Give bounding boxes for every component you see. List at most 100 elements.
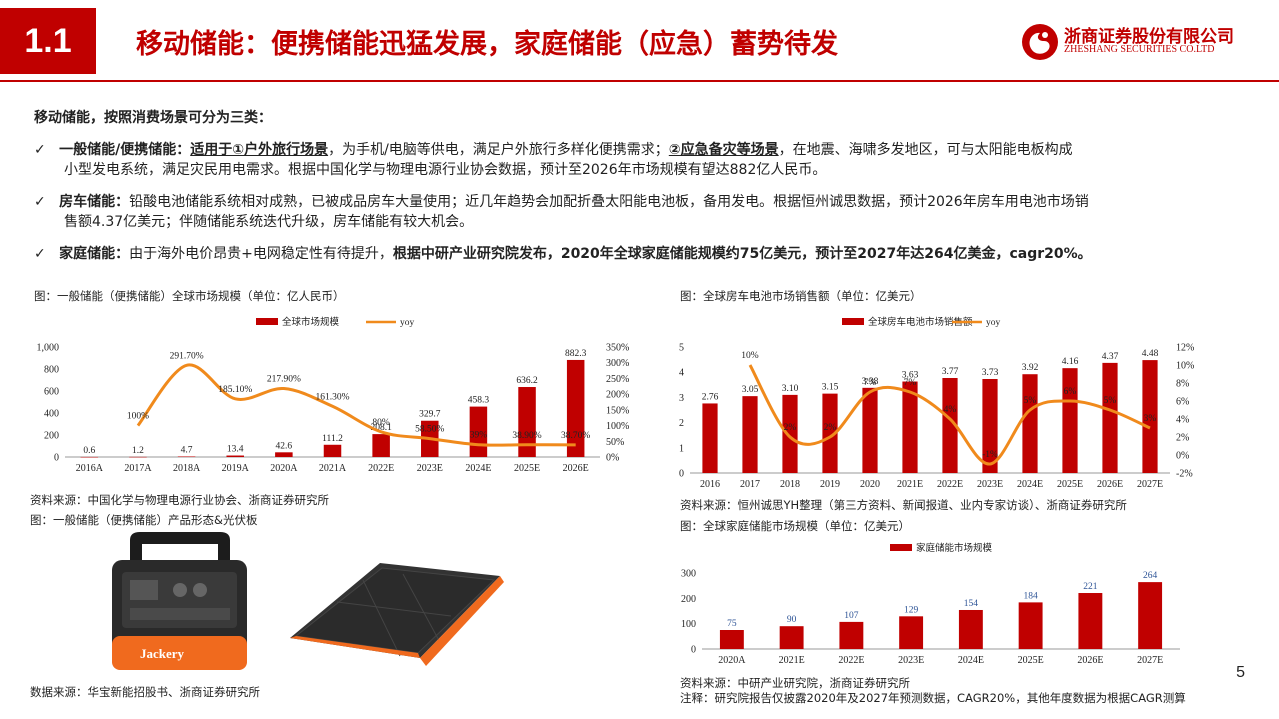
y2-tick-label: 200% — [606, 390, 629, 401]
x-tick-label: 2027E — [1137, 655, 1163, 666]
legend-swatch-bar — [256, 318, 278, 325]
yoy-value-label: 4% — [944, 405, 957, 415]
x-tick-label: 2016 — [700, 479, 720, 490]
bullet-home: ✓ 家庭储能：由于海外电价昂贵+电网稳定性有待提升，根据中研产业研究院发布，20… — [34, 244, 1254, 264]
x-tick-label: 2025E — [514, 463, 540, 474]
bar — [372, 434, 390, 457]
bar — [177, 456, 196, 457]
y2-tick-label: 150% — [606, 405, 629, 416]
bar — [1078, 593, 1103, 649]
bar-value-label: 4.48 — [1142, 349, 1159, 359]
yoy-value-label: 58.50% — [415, 425, 444, 435]
bar-value-label: 111.2 — [322, 434, 343, 444]
y-tick-label: 0 — [679, 469, 684, 480]
bar — [566, 359, 585, 457]
x-tick-label: 2017 — [740, 479, 760, 490]
brand-name-en: ZHESHANG SECURITIES CO.LTD — [1064, 44, 1215, 55]
y-tick-label: 2 — [679, 418, 684, 429]
bar — [982, 379, 998, 473]
x-tick-label: 2019 — [820, 479, 840, 490]
fig2-caption: 图：一般储能（便携储能）产品形态&光伏板 — [30, 513, 258, 527]
bar-value-label: 208.1 — [370, 423, 392, 433]
y2-tick-label: 250% — [606, 374, 629, 385]
chart-portable-market: 全球市场规模 yoy 0 200 400 600 800 1,000 0% 50% 100% 150%… — [37, 316, 630, 474]
y2-tick-label: 2% — [1176, 433, 1189, 444]
bar-value-label: 264 — [1143, 571, 1158, 581]
bar — [1102, 362, 1118, 473]
yoy-value-label: 5% — [1024, 396, 1037, 406]
bar-value-label: 3.10 — [782, 384, 799, 394]
y-tick-label: 4 — [679, 368, 684, 379]
y-tick-label: 200 — [44, 431, 59, 442]
x-tick-label: 2024E — [1017, 479, 1043, 490]
bar — [129, 456, 147, 458]
bar-value-label: 3.77 — [942, 367, 959, 377]
x-tick-label: 2022E — [368, 463, 394, 474]
x-tick-label: 2020 — [860, 479, 880, 490]
bar — [958, 609, 983, 649]
bar — [1142, 360, 1158, 473]
page-title: 移动储能：便携储能迅猛发展，家庭储能（应急）蓄势待发 — [136, 29, 838, 60]
bullet-highlight: ②应急备灾等场景 — [668, 142, 779, 158]
chart-home-storage-market: 家庭储能市场规模 0 100 200 300 75 2020A 90 2021E 107 2022E… — [681, 542, 1180, 666]
bar-value-label: 0.6 — [83, 446, 95, 456]
yoy-value-label: 2% — [784, 423, 797, 433]
x-tick-label: 2025E — [1057, 479, 1083, 490]
x-tick-label: 2021A — [319, 463, 347, 474]
bar — [822, 393, 838, 473]
page-number: 5 — [1236, 664, 1245, 681]
bar — [226, 455, 244, 457]
bar-value-label: 4.7 — [181, 445, 193, 455]
yoy-line — [748, 364, 1151, 466]
bar — [902, 381, 918, 473]
y-tick-label: 100 — [681, 619, 696, 630]
bar-value-label: 882.3 — [565, 349, 587, 359]
bar-value-label: 2.76 — [702, 392, 719, 402]
section-number: 1.1 — [0, 8, 96, 74]
bar-value-label: 636.2 — [516, 376, 538, 386]
bar-value-label: 3.73 — [982, 368, 999, 378]
bar — [942, 377, 958, 473]
bar-value-label: 4.37 — [1102, 352, 1119, 362]
bar-value-label: 3.15 — [822, 383, 839, 393]
bar — [323, 444, 342, 457]
bullet-text: ，在地震、海啸多发地区，可与太阳能电板构成 — [778, 142, 1073, 158]
y-tick-label: 400 — [44, 409, 59, 420]
yoy-line — [136, 363, 576, 447]
x-tick-label: 2025E — [1018, 655, 1044, 666]
y-tick-label: 800 — [44, 365, 59, 376]
y2-tick-label: -2% — [1176, 469, 1193, 480]
x-tick-label: 2016A — [76, 463, 104, 474]
check-icon: ✓ — [34, 246, 46, 262]
y-tick-label: 1 — [679, 443, 684, 454]
yoy-value-label: 80% — [372, 418, 390, 428]
yoy-value-label: 100% — [127, 412, 149, 422]
chart-rv-battery-market: 全球房车电池市场销售额 yoy 0 1 2 3 4 5 -2% 0% 2% 4% 6% 8% 10% 12% 2… — [679, 316, 1194, 490]
brand-logo-icon — [1022, 24, 1058, 60]
bar-value-label: 3.05 — [742, 385, 759, 395]
bar-value-label: 13.4 — [227, 445, 244, 455]
fig1-source: 资料来源：中国化学与物理电源行业协会、浙商证券研究所 — [30, 493, 329, 507]
bullet-label: 房车储能 — [59, 194, 116, 210]
legend-swatch-bar — [842, 318, 864, 325]
x-tick-label: 2018 — [780, 479, 800, 490]
x-tick-label: 2023E — [417, 463, 443, 474]
x-tick-label: 2021E — [779, 655, 805, 666]
bar-value-label: 458.3 — [468, 396, 490, 406]
x-tick-label: 2024E — [958, 655, 984, 666]
bar-value-label: 3.38 — [862, 377, 879, 387]
y-tick-label: 1,000 — [37, 343, 60, 354]
yoy-value-label: 7% — [864, 378, 877, 388]
fig4-source: 资料来源：中研产业研究院，浙商证券研究所 — [680, 676, 910, 690]
bar-value-label: 129 — [904, 605, 919, 615]
yoy-value-label: 291.70% — [170, 351, 204, 361]
y-tick-label: 3 — [679, 393, 684, 404]
power-station-image: Jackery — [112, 532, 247, 670]
x-tick-label: 2023E — [898, 655, 924, 666]
bar — [862, 387, 878, 473]
bar — [1062, 368, 1078, 473]
legend-label-bar: 全球房车电池市场销售额 — [868, 316, 973, 328]
bar — [518, 387, 536, 457]
bar — [1022, 374, 1038, 473]
bar-value-label: 154 — [964, 599, 979, 609]
